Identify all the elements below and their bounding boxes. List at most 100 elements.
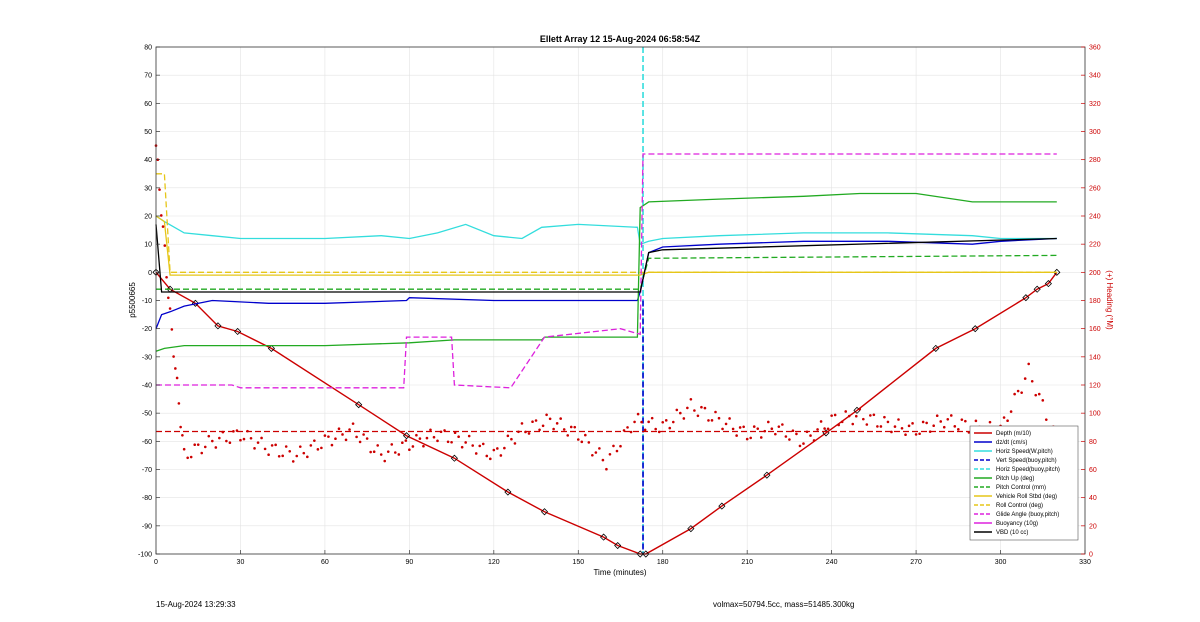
y-tick-label-right: 260 (1089, 185, 1101, 192)
heading-point (316, 448, 320, 451)
heading-point (1016, 389, 1020, 393)
depth-marker (687, 525, 695, 533)
heading-point (647, 420, 650, 424)
heading-point (450, 440, 453, 444)
heading-point (228, 441, 232, 445)
series-line-1 (155, 237, 1057, 329)
y-tick-label-left: 20 (144, 214, 152, 221)
heading-point (527, 432, 531, 435)
heading-point (432, 435, 436, 439)
x-tick-label: 270 (910, 559, 922, 566)
heading-point (854, 414, 858, 418)
heading-point (830, 414, 833, 417)
heading-point (330, 443, 334, 447)
y-tick-label-right: 280 (1089, 157, 1101, 164)
heading-point (598, 447, 601, 450)
heading-point (788, 438, 791, 441)
depth-marker (1033, 285, 1041, 293)
heading-point (492, 448, 496, 452)
heading-point (679, 411, 682, 415)
heading-point (682, 417, 686, 420)
heading-point (671, 420, 675, 424)
heading-point (809, 434, 812, 437)
heading-point (777, 425, 781, 428)
y-tick-label-left: -50 (142, 411, 152, 418)
heading-point (362, 433, 365, 436)
heading-point (552, 427, 555, 431)
y-tick-label-left: -70 (142, 467, 152, 474)
heading-point (605, 467, 608, 471)
legend: Depth (m/10) dz/dt (cm/s) Horiz Speed(W,pi… (969, 425, 1079, 541)
heading-point (327, 435, 330, 438)
heading-point (661, 420, 665, 424)
y-tick-label-right: 300 (1089, 129, 1101, 136)
heading-point (742, 425, 745, 429)
y-axis-label-right: (+) Heading (°M) (1105, 270, 1114, 330)
heading-point (939, 420, 943, 423)
heading-point (506, 434, 510, 438)
depth-marker (402, 432, 411, 440)
legend-entry-label: dz/dt (cm/s) (996, 440, 1027, 446)
y-tick-label-right: 60 (1089, 467, 1097, 474)
heading-point (488, 457, 492, 461)
heading-point (766, 420, 770, 424)
y-tick-label-right: 340 (1089, 73, 1101, 80)
heading-point (686, 406, 689, 410)
heading-point (341, 433, 344, 436)
x-tick-label: 300 (995, 559, 1007, 566)
heading-point (422, 444, 425, 448)
legend-entry-label: VBD (10 cc) (996, 530, 1028, 536)
heading-point (425, 436, 429, 440)
heading-point (182, 447, 186, 451)
heading-point (847, 414, 851, 418)
heading-point (214, 446, 218, 449)
heading-point (851, 422, 855, 426)
y-tick-label-right: 40 (1089, 495, 1097, 502)
heading-point (393, 451, 397, 454)
depth-marker (971, 325, 979, 333)
heading-point (608, 452, 612, 456)
heading-point (844, 410, 848, 413)
depth-marker (1022, 294, 1030, 302)
heading-point (949, 414, 953, 417)
heading-point (865, 423, 869, 426)
heading-point (379, 453, 383, 456)
y-tick-label-right: 180 (1089, 298, 1101, 305)
x-tick-label: 330 (1079, 559, 1091, 566)
heading-point (397, 453, 401, 456)
heading-point (306, 455, 309, 459)
heading-point (795, 432, 798, 436)
heading-point (376, 444, 379, 447)
heading-point (615, 449, 619, 453)
heading-point (460, 445, 464, 449)
heading-point (203, 445, 207, 449)
heading-point (559, 417, 562, 420)
heading-point (534, 419, 538, 422)
heading-point (457, 435, 460, 438)
footer-timestamp: 15-Aug-2024 13:29:33 (156, 600, 236, 609)
heading-point (274, 443, 277, 447)
heading-point (218, 436, 221, 440)
y-tick-label-left: 40 (144, 157, 152, 164)
legend-entry-label: Horiz Speed(buoy,pitch) (996, 467, 1060, 473)
y-tick-label-right: 160 (1089, 326, 1101, 333)
legend-entry-label: Horiz Speed(W,pitch) (996, 449, 1053, 455)
heading-point (756, 427, 760, 430)
y-tick-label-left: -10 (142, 298, 152, 305)
y-tick-label-right: 80 (1089, 439, 1097, 446)
heading-point (211, 439, 214, 443)
heading-point (499, 454, 503, 457)
heading-point (510, 437, 513, 441)
depth-marker (1044, 280, 1052, 288)
heading-point (1034, 393, 1038, 397)
depth-marker (267, 344, 275, 352)
heading-point (883, 415, 886, 419)
y-tick-label-left: 50 (144, 129, 152, 136)
y-tick-label-right: 240 (1089, 214, 1101, 221)
heading-point (404, 439, 408, 442)
x-tick-label: 180 (657, 559, 669, 566)
y-tick-label-right: 100 (1089, 411, 1101, 418)
heading-point (862, 417, 865, 421)
heading-point (703, 406, 707, 410)
heading-point (538, 428, 541, 432)
